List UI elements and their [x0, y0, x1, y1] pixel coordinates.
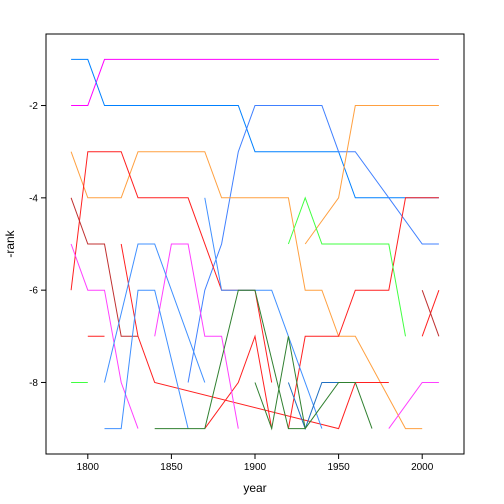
series-line-9 [287, 197, 439, 429]
series-line-16 [388, 382, 439, 429]
series-layer [70, 58, 440, 431]
x-tick-label: 1850 [160, 462, 183, 473]
y-tick-label: -4 [29, 193, 38, 204]
series-line-8 [120, 243, 389, 430]
series-line-22 [254, 336, 306, 431]
series-line-18 [104, 289, 189, 430]
series-line-4 [70, 151, 423, 430]
series-line-20 [287, 382, 339, 431]
y-tick-label: -2 [29, 101, 38, 112]
series-line-13 [421, 290, 440, 337]
x-tick-label: 2000 [411, 462, 434, 473]
y-axis-ticks: -2 -4 -6 -8 [29, 101, 46, 389]
x-tick-label: 1900 [244, 462, 267, 473]
y-tick-label: -6 [29, 286, 38, 297]
x-axis-title: year [243, 481, 266, 495]
y-tick-label: -8 [29, 378, 38, 389]
series-line-17 [104, 243, 206, 383]
series-line-15 [154, 243, 239, 429]
series-line-19 [204, 197, 323, 429]
x-axis-ticks: 1800 1850 1900 1950 2000 [77, 454, 434, 473]
series-line-10 [204, 334, 273, 429]
series-line-14 [70, 243, 139, 429]
x-tick-label: 1800 [77, 462, 100, 473]
x-tick-label: 1950 [327, 462, 350, 473]
series-line-5 [304, 105, 439, 245]
series-line-6 [70, 151, 273, 383]
series-line-2 [71, 58, 439, 199]
y-axis-title: -rank [3, 229, 17, 257]
series-line-12 [70, 197, 138, 337]
series-line-21 [154, 289, 373, 430]
series-line-24 [287, 196, 406, 337]
series-line-1 [71, 58, 439, 106]
plot-frame [45, 33, 465, 455]
